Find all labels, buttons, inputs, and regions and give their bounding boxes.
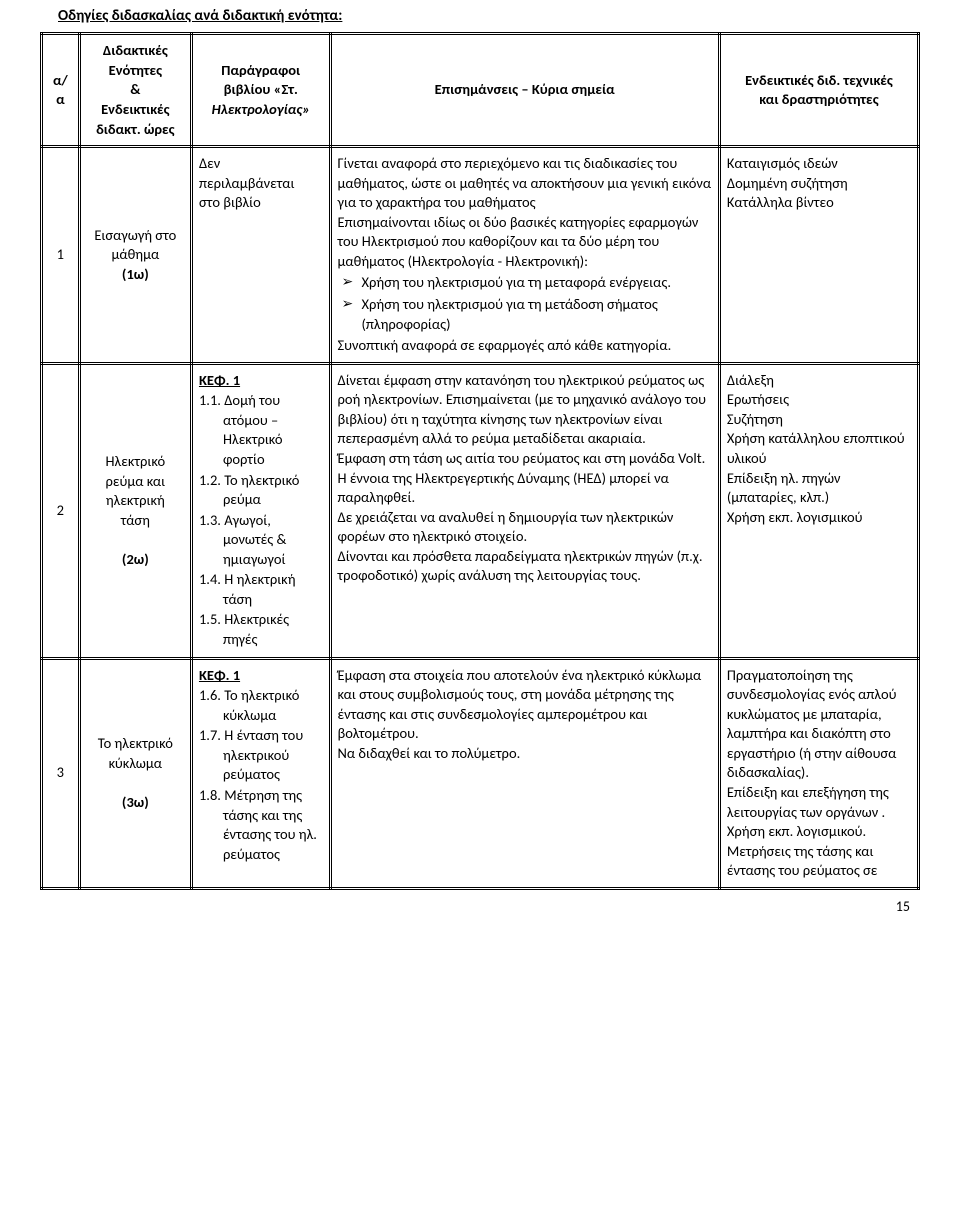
table-row: 1 Εισαγωγή στο μάθημα (1ω) Δεν περιλαμβά… [42, 147, 919, 364]
row-num: 2 [42, 363, 80, 658]
header-units: Διδακτικές Ενότητες & Ενδεικτικές διδακτ… [79, 34, 191, 147]
document-page: Οδηγίες διδασκαλίας ανά διδακτική ενότητ… [0, 0, 960, 937]
section-title: Οδηγίες διδασκαλίας ανά διδακτική ενότητ… [58, 6, 920, 26]
page-number: 15 [40, 898, 920, 917]
row-main: Έμφαση στα στοιχεία που αποτελούν ένα ηλ… [330, 658, 719, 888]
header-tech: Ενδεικτικές διδ. τεχνικές και δραστηριότ… [719, 34, 918, 147]
table-header-row: α/α Διδακτικές Ενότητες & Ενδεικτικές δι… [42, 34, 919, 147]
table-row: 3 Το ηλεκτρικό κύκλωμα (3ω) ΚΕΦ. 1 1.6. … [42, 658, 919, 888]
row-main: Γίνεται αναφορά στο περιεχόμενο και τις … [330, 147, 719, 364]
row-paragraphs: ΚΕΦ. 1 1.1. Δομή του ατόμου – Ηλεκτρικό … [191, 363, 330, 658]
list-item: Χρήση του ηλεκτρισμού για τη μετάδοση σή… [338, 295, 712, 334]
header-main: Επισημάνσεις – Κύρια σημεία [330, 34, 719, 147]
row-unit: Εισαγωγή στο μάθημα (1ω) [79, 147, 191, 364]
row-tech: Διάλεξη Ερωτήσεις Συζήτηση Χρήση κατάλλη… [719, 363, 918, 658]
row-main: Δίνεται έμφαση στην κατανόηση του ηλεκτρ… [330, 363, 719, 658]
row-paragraphs: Δεν περιλαμβάνεται στο βιβλίο [191, 147, 330, 364]
row-paragraphs: ΚΕΦ. 1 1.6. Το ηλεκτρικό κύκλωμα 1.7. Η … [191, 658, 330, 888]
row-tech: Πραγματοποίηση της συνδεσμολογίας ενός α… [719, 658, 918, 888]
table-row: 2 Ηλεκτρικό ρεύμα και ηλεκτρική τάση (2ω… [42, 363, 919, 658]
row-unit: Το ηλεκτρικό κύκλωμα (3ω) [79, 658, 191, 888]
header-aa: α/α [42, 34, 80, 147]
list-item: Χρήση του ηλεκτρισμού για τη μεταφορά εν… [338, 273, 712, 293]
header-paragraphs: Παράγραφοι βιβλίου «Στ. Ηλεκτρολογίας» [191, 34, 330, 147]
row-unit: Ηλεκτρικό ρεύμα και ηλεκτρική τάση (2ω) [79, 363, 191, 658]
row-num: 1 [42, 147, 80, 364]
teaching-table: α/α Διδακτικές Ενότητες & Ενδεικτικές δι… [40, 32, 920, 890]
row-num: 3 [42, 658, 80, 888]
row-tech: Καταιγισμός ιδεών Δομημένη συζήτηση Κατά… [719, 147, 918, 364]
